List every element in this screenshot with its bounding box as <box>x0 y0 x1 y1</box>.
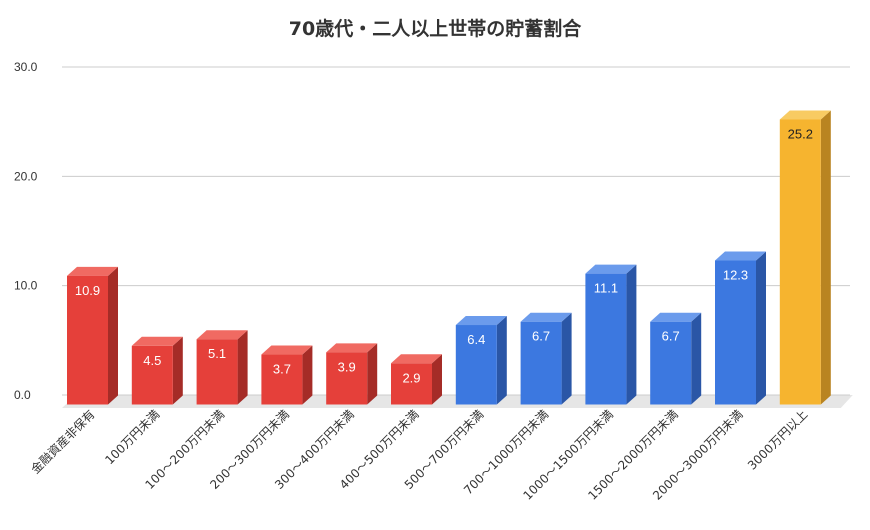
bar-front <box>67 275 108 405</box>
chart-title: 70歳代・二人以上世帯の貯蓄割合 <box>288 18 582 40</box>
data-label: 25.2 <box>788 126 813 141</box>
bar-front <box>779 119 821 405</box>
bar-side <box>561 312 572 405</box>
bar-9 <box>585 264 637 405</box>
bar-8 <box>520 312 572 405</box>
data-label: 5.1 <box>208 346 226 361</box>
bar-side <box>626 264 637 405</box>
data-label: 3.7 <box>273 362 291 377</box>
bar-4 <box>261 345 313 405</box>
bar-front <box>326 352 368 405</box>
bar-12 <box>779 110 831 405</box>
data-label: 4.5 <box>143 353 161 368</box>
data-label: 6.4 <box>467 332 485 347</box>
bar-side <box>237 330 248 405</box>
y-tick-label: 0.0 <box>14 388 31 402</box>
bar-front <box>585 273 627 405</box>
bar-11 <box>715 251 766 405</box>
bar-top <box>131 336 183 346</box>
bar-side <box>820 110 831 405</box>
bar-front <box>196 339 238 405</box>
bar-top <box>261 345 313 355</box>
bar-top <box>779 110 831 120</box>
data-label: 12.3 <box>723 268 748 283</box>
y-tick-label: 30.0 <box>14 60 38 74</box>
bar-top <box>650 312 702 322</box>
data-label: 6.7 <box>532 329 550 344</box>
data-label: 6.7 <box>662 329 680 344</box>
bar-front <box>520 321 562 405</box>
data-label: 2.9 <box>402 370 420 385</box>
bar-side <box>496 316 507 405</box>
bar-front <box>650 321 692 405</box>
bar-side <box>432 354 442 405</box>
bar-side <box>172 336 183 405</box>
bar-side <box>302 345 313 405</box>
data-label: 3.9 <box>338 359 356 374</box>
bar-top <box>196 330 248 340</box>
data-label: 11.1 <box>594 281 618 296</box>
bar-top <box>326 343 378 353</box>
category-label: 100万円未満 <box>102 407 162 467</box>
bar-front <box>455 325 497 405</box>
bar-front <box>715 260 756 405</box>
bar-side <box>756 251 766 405</box>
category-label: 金融資産非保有 <box>28 407 98 477</box>
bar-side <box>108 266 118 405</box>
bar-front <box>261 354 303 405</box>
category-label: 3000万円以上 <box>745 407 810 472</box>
bar-3 <box>196 330 248 405</box>
bar-top <box>585 264 637 274</box>
bar-top <box>67 266 118 276</box>
bar-6 <box>391 354 442 405</box>
bar-1 <box>67 266 118 405</box>
bar-7 <box>455 316 507 405</box>
bar-top <box>455 316 507 326</box>
bar-10 <box>650 312 702 405</box>
bar-side <box>691 312 702 405</box>
bar-side <box>367 343 378 405</box>
bar-top <box>391 354 442 364</box>
bar-5 <box>326 343 378 405</box>
bar-2 <box>131 336 183 405</box>
bar-front <box>391 363 432 405</box>
y-tick-label: 10.0 <box>14 279 38 293</box>
y-tick-label: 20.0 <box>14 169 38 183</box>
bar-top <box>715 251 766 261</box>
bar-front <box>131 345 173 405</box>
data-label: 10.9 <box>75 283 100 298</box>
bar-top <box>520 312 572 322</box>
